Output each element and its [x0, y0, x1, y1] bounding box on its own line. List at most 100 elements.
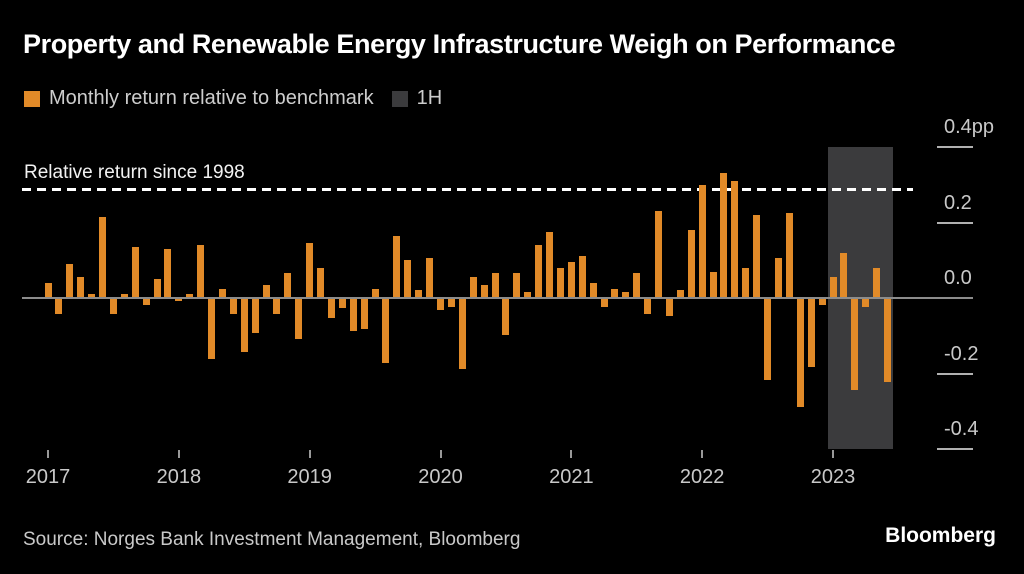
legend-1h-label: 1H: [416, 87, 443, 109]
monthly-return-bar: [720, 173, 728, 298]
monthly-return-bar: [556, 268, 564, 298]
monthly-return-bar: [851, 299, 859, 390]
monthly-return-bar: [524, 292, 532, 298]
monthly-return-bar: [327, 299, 335, 318]
monthly-return-bar: [742, 268, 750, 298]
monthly-return-bar: [142, 299, 150, 305]
monthly-return-bar: [208, 299, 216, 359]
y-axis-label: 0.2: [944, 192, 972, 214]
x-axis-year-label: 2023: [810, 466, 856, 488]
x-axis-tick: [570, 450, 573, 458]
y-axis-label: -0.4: [944, 418, 979, 440]
monthly-return-bar: [676, 290, 684, 298]
monthly-return-bar: [665, 299, 673, 316]
monthly-return-bar: [44, 283, 52, 298]
monthly-return-bar: [240, 299, 248, 352]
monthly-return-bar: [796, 299, 804, 407]
x-axis-year-label: 2020: [418, 466, 463, 488]
monthly-return-bar: [284, 273, 292, 298]
monthly-return-bar: [807, 299, 815, 367]
monthly-return-bar: [251, 299, 259, 333]
legend-1h-swatch-icon: [391, 90, 408, 107]
monthly-return-bar: [633, 273, 641, 298]
monthly-return-bar: [426, 258, 434, 298]
y-axis-tick: [937, 146, 973, 148]
monthly-return-bar: [77, 277, 85, 298]
monthly-return-bar: [698, 185, 706, 298]
monthly-return-bar: [404, 260, 412, 298]
monthly-return-bar: [186, 294, 194, 298]
monthly-return-bar: [546, 232, 554, 298]
monthly-return-bar: [775, 258, 782, 298]
monthly-return-bar: [120, 294, 128, 298]
monthly-return-bar: [589, 283, 597, 298]
monthly-return-bar: [88, 294, 96, 298]
x-axis-year-label: 2022: [679, 466, 725, 488]
monthly-return-bar: [535, 245, 543, 298]
monthly-return-bar: [862, 299, 870, 307]
x-axis-tick: [701, 450, 704, 458]
monthly-return-bar: [295, 299, 303, 339]
monthly-return-bar: [218, 289, 226, 298]
monthly-return-bar: [687, 230, 695, 298]
monthly-return-bar: [884, 299, 892, 382]
monthly-return-bar: [764, 299, 772, 380]
monthly-return-bar: [317, 268, 325, 298]
monthly-return-bar: [197, 245, 205, 298]
monthly-return-bar: [785, 213, 793, 298]
x-axis-year-label: 2019: [287, 466, 332, 488]
monthly-return-bar: [829, 277, 837, 298]
y-axis-label: 0.0: [944, 267, 972, 289]
monthly-return-bar: [66, 264, 74, 298]
monthly-return-bar: [567, 262, 575, 298]
y-axis-label: 0.4pp: [944, 116, 995, 138]
monthly-return-bar: [393, 236, 401, 298]
y-axis-tick: [937, 222, 973, 224]
monthly-return-bar: [360, 299, 368, 329]
monthly-return-bar: [371, 289, 379, 298]
x-axis-year-label: 2018: [156, 466, 202, 488]
monthly-return-bar: [437, 299, 444, 310]
monthly-return-bar: [415, 290, 423, 298]
monthly-return-bar: [55, 299, 63, 314]
monthly-return-bar: [382, 299, 390, 363]
x-axis-tick: [308, 450, 311, 458]
monthly-return-bar: [644, 299, 652, 314]
monthly-return-bar: [153, 279, 161, 298]
monthly-return-bar: [753, 215, 761, 298]
monthly-return-bar: [513, 273, 521, 298]
monthly-return-bar: [578, 256, 586, 298]
monthly-return-bar: [600, 299, 608, 307]
monthly-return-bar: [655, 211, 663, 298]
monthly-return-bar: [709, 272, 717, 298]
x-axis-year-label: 2017: [25, 466, 71, 488]
monthly-return-bar: [480, 285, 488, 298]
monthly-return-bar: [273, 299, 281, 314]
legend-monthly-label: Monthly return relative to benchmark: [49, 87, 374, 109]
x-axis-tick: [47, 450, 49, 458]
monthly-return-bar: [175, 299, 183, 301]
monthly-return-bar: [262, 285, 270, 298]
monthly-return-bar: [109, 299, 117, 314]
y-axis-tick: [937, 448, 973, 450]
y-axis-tick: [937, 373, 973, 375]
monthly-return-bar: [818, 299, 826, 305]
legend: Monthly return relative to benchmark 1H: [24, 87, 442, 110]
x-axis-year-label: 2021: [549, 466, 594, 488]
monthly-return-bar: [458, 299, 466, 369]
chart-title: Property and Renewable Energy Infrastruc…: [23, 29, 896, 59]
monthly-return-bar: [349, 299, 357, 331]
monthly-return-bar: [611, 289, 619, 298]
monthly-return-bar: [840, 253, 848, 298]
monthly-return-bar: [731, 181, 739, 298]
reference-dashed-line: [22, 188, 913, 191]
reference-line-label: Relative return since 1998: [24, 162, 245, 183]
monthly-return-bar: [338, 299, 346, 308]
x-axis-tick: [439, 450, 442, 458]
monthly-return-bar: [469, 277, 477, 298]
monthly-return-bar: [491, 273, 499, 298]
monthly-return-bar: [164, 249, 172, 298]
bloomberg-logo: Bloomberg: [885, 524, 996, 547]
